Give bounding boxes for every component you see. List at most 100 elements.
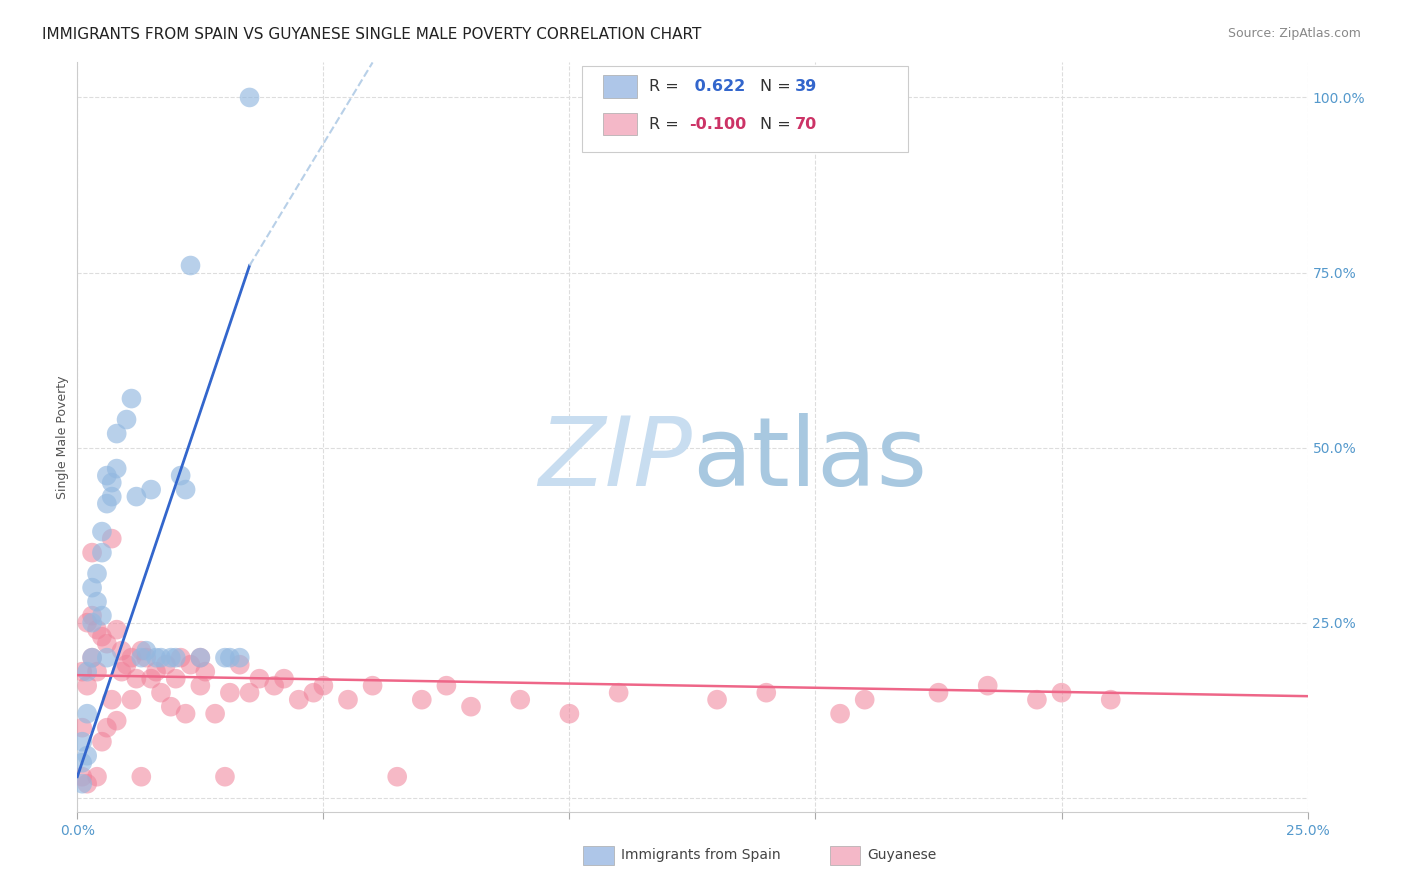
Point [70,756,93,770]
Point [101,692,124,706]
Point [76,679,98,693]
Point [101,475,124,490]
Text: Immigrants from Spain: Immigrants from Spain [621,848,782,863]
Text: R =: R = [650,117,685,132]
Point [141,483,163,497]
Point [70,770,93,784]
Point [82,650,104,665]
Point [129,770,153,784]
Point [101,532,124,546]
Point [385,770,409,784]
Point [76,777,98,791]
Text: ZIP: ZIP [538,413,693,506]
Point [105,714,128,728]
Point [436,679,458,693]
Point [160,650,183,665]
Point [76,706,98,721]
Point [977,679,1000,693]
Point [86,770,108,784]
Point [70,665,93,679]
Point [129,650,153,665]
Point [96,650,118,665]
Point [188,650,212,665]
Point [82,650,104,665]
Point [86,665,108,679]
Point [853,692,876,706]
Point [86,623,108,637]
Point [105,461,128,475]
Point [155,657,177,672]
Point [1099,692,1122,706]
Point [928,686,950,700]
Text: Source: ZipAtlas.com: Source: ZipAtlas.com [1227,27,1361,40]
Point [82,546,104,560]
Point [86,594,108,608]
Point [1050,686,1073,700]
Point [90,630,114,644]
Point [337,692,360,706]
Point [82,581,104,595]
Point [70,721,93,735]
Point [558,706,581,721]
Point [228,657,252,672]
Point [249,672,271,686]
Point [150,650,173,665]
Text: Guyanese: Guyanese [868,848,936,863]
Point [263,679,285,693]
Bar [603,113,637,136]
Point [219,650,242,665]
Point [121,392,143,406]
Point [312,679,335,693]
Point [90,734,114,748]
Point [135,643,157,657]
Point [174,706,197,721]
Point [239,686,262,700]
Point [115,657,138,672]
Point [214,770,236,784]
Point [82,608,104,623]
FancyBboxPatch shape [582,66,908,153]
Point [214,650,236,665]
Point [76,748,98,763]
Point [141,672,163,686]
Point [509,692,531,706]
Text: N =: N = [761,117,796,132]
Point [273,672,295,686]
Point [607,686,630,700]
Point [105,426,128,441]
Point [76,665,98,679]
Text: 70: 70 [794,117,817,132]
Y-axis label: Single Male Poverty: Single Male Poverty [56,376,69,499]
Point [101,490,124,504]
Text: atlas: atlas [693,413,928,506]
Point [125,672,148,686]
Point [90,546,114,560]
Point [150,686,173,700]
Point [165,650,187,665]
Point [115,412,138,426]
Point [129,643,153,657]
Point [70,777,93,791]
Point [239,90,262,104]
Point [194,665,217,679]
Point [135,650,157,665]
Point [86,566,108,581]
Point [188,679,212,693]
Point [755,686,778,700]
Point [111,665,132,679]
Point [830,706,852,721]
Point [70,734,93,748]
Point [96,637,118,651]
Point [96,497,118,511]
Point [180,657,202,672]
Point [76,615,98,630]
Point [174,483,197,497]
Point [288,692,311,706]
Text: IMMIGRANTS FROM SPAIN VS GUYANESE SINGLE MALE POVERTY CORRELATION CHART: IMMIGRANTS FROM SPAIN VS GUYANESE SINGLE… [42,27,702,42]
Text: 0.622: 0.622 [689,78,745,94]
Point [219,686,242,700]
Point [204,706,226,721]
Point [165,672,187,686]
Point [170,468,193,483]
Point [125,490,148,504]
